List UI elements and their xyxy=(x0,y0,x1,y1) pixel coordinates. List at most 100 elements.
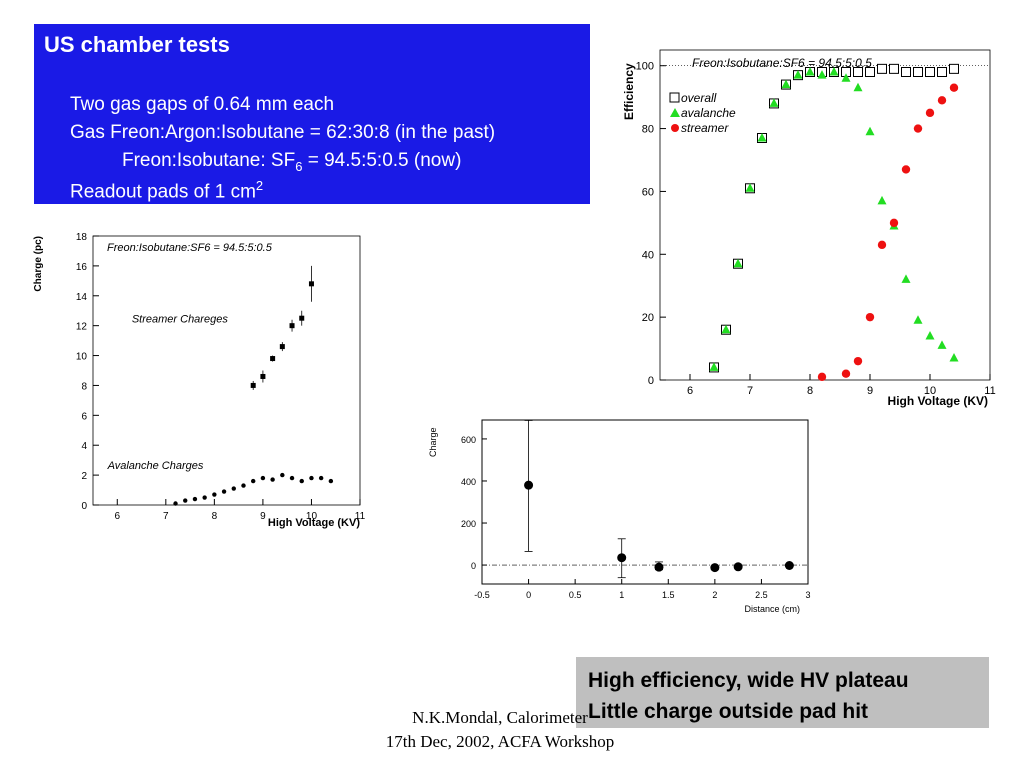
avalanche-efficiency-point xyxy=(769,98,779,107)
x-axis-label: High Voltage (KV) xyxy=(888,394,988,408)
y-tick-label: 60 xyxy=(642,186,654,198)
y-tick-label: 200 xyxy=(461,519,476,529)
streamer-efficiency-point xyxy=(937,96,947,105)
slide-title: US chamber tests xyxy=(44,32,230,57)
gas-now-subscript: 6 xyxy=(295,158,303,174)
gas-now-suffix: = 94.5:5:0.5 (now) xyxy=(302,150,462,171)
x-tick-label: 1.5 xyxy=(662,590,675,600)
avalanche-efficiency-point xyxy=(721,324,731,334)
y-tick-label: 80 xyxy=(642,124,654,136)
avalanche-efficiency-point xyxy=(745,183,755,192)
streamer-efficiency-point xyxy=(865,312,875,322)
avalanche-efficiency-point xyxy=(733,258,743,268)
y-tick-label: 14 xyxy=(76,292,88,303)
avalanche-charge-point xyxy=(280,472,285,478)
y-tick-label: 0 xyxy=(81,501,87,512)
avalanche-efficiency-point xyxy=(781,79,791,89)
footer-event: 17th Dec, 2002, ACFA Workshop xyxy=(385,732,615,751)
overall-efficiency-point xyxy=(913,67,923,77)
avalanche-charge-point xyxy=(299,478,304,484)
y-tick-label: 4 xyxy=(81,441,87,452)
avalanche-charge-point xyxy=(212,492,217,497)
avalanche-efficiency-point xyxy=(901,274,911,283)
avalanche-charge-point xyxy=(318,475,324,481)
charge-point xyxy=(524,480,534,490)
x-tick-label: 8 xyxy=(212,511,218,522)
legend-overall-marker xyxy=(669,92,680,103)
y-tick-label: 18 xyxy=(76,232,88,243)
avalanche-efficiency-point xyxy=(877,195,887,205)
overall-efficiency-point xyxy=(937,67,947,77)
x-tick-label: 9 xyxy=(867,385,873,397)
streamer-efficiency-point xyxy=(949,83,959,92)
avalanche-charge-point xyxy=(328,478,334,484)
y-tick-label: 2 xyxy=(81,471,87,482)
x-tick-label: 2.5 xyxy=(755,590,768,600)
legend-streamer-marker xyxy=(671,124,679,132)
y-tick-label: 600 xyxy=(461,435,476,445)
x-tick-label: 8 xyxy=(807,385,813,397)
y-tick-label: 0 xyxy=(648,375,654,387)
overall-efficiency-point xyxy=(901,67,911,77)
y-tick-label: 0 xyxy=(471,561,476,571)
plot-frame xyxy=(92,235,361,506)
overall-efficiency-point xyxy=(853,67,863,77)
avalanche-charge-point xyxy=(231,486,236,491)
gas-now-prefix: Freon:Isobutane: SF xyxy=(122,150,296,171)
charge-point xyxy=(784,560,794,570)
x-axis-label: Distance (cm) xyxy=(744,604,800,614)
x-tick-label: -0.5 xyxy=(474,590,490,600)
charge-vs-distance-chart: -0.5 0 0.5 1 1.5 2 2.5 3 0 200 400 600 Distance (cm)… xyxy=(428,419,811,614)
streamer-charge-point xyxy=(279,344,285,350)
streamer-charge-point xyxy=(250,382,256,388)
streamer-efficiency-point xyxy=(841,369,851,378)
y-tick-label: 8 xyxy=(81,381,87,392)
bullet-gas-now: Freon:Isobutane: SF6 = 94.5:5:0.5 (now) xyxy=(122,150,461,174)
x-tick-label: 7 xyxy=(163,511,169,522)
x-tick-label: 2 xyxy=(712,590,717,600)
legend-streamer-label: streamer xyxy=(681,121,729,135)
x-tick-label: 7 xyxy=(747,385,753,397)
avalanche-efficiency-point xyxy=(937,340,947,349)
streamer-charge-point xyxy=(308,281,314,287)
x-tick-label: 0 xyxy=(526,590,531,600)
plot-frame xyxy=(659,49,991,381)
summary-line-2: Little charge outside pad hit xyxy=(588,700,869,723)
avalanche-charge-point xyxy=(260,475,266,481)
x-axis-label: High Voltage (KV) xyxy=(268,517,360,529)
avalanche-charge-point xyxy=(241,483,246,488)
y-tick-label: 16 xyxy=(76,262,88,273)
avalanche-charge-point xyxy=(251,478,256,484)
charge-vs-hv-chart: 6 7 8 9 10 11 0 2 4 6 8 10 12 14 16 18 Freon:Isobutane:S… xyxy=(33,232,366,529)
y-tick-label: 10 xyxy=(76,352,88,363)
x-tick-label: 10 xyxy=(924,385,936,397)
x-tick-label: 9 xyxy=(260,511,266,522)
avalanche-efficiency-point xyxy=(853,82,863,92)
x-tick-label: 6 xyxy=(114,511,120,522)
overall-efficiency-point xyxy=(865,67,875,77)
annotation-streamer: Streamer Chareges xyxy=(132,314,228,326)
streamer-charge-point xyxy=(270,356,276,362)
chart-title: Freon:Isobutane:SF6 = 94.5:5:0.5 xyxy=(107,242,273,254)
x-tick-label: 10 xyxy=(306,511,318,522)
streamer-efficiency-point xyxy=(877,240,887,250)
avalanche-efficiency-point xyxy=(913,315,923,324)
overall-efficiency-point xyxy=(889,63,899,74)
x-tick-label: 0.5 xyxy=(569,590,582,600)
streamer-efficiency-point xyxy=(925,108,935,118)
summary-line-1: High efficiency, wide HV plateau xyxy=(588,669,909,692)
summary-box: High efficiency, wide HV plateau Little … xyxy=(576,657,989,728)
y-tick-label: 100 xyxy=(636,61,654,73)
readout-pads-superscript: 2 xyxy=(255,178,264,193)
y-tick-label: 20 xyxy=(642,312,654,324)
avalanche-charge-point xyxy=(221,489,227,494)
avalanche-charge-point xyxy=(192,496,198,502)
avalanche-efficiency-point xyxy=(841,73,851,82)
avalanche-charge-point xyxy=(309,475,314,481)
avalanche-efficiency-point xyxy=(793,70,803,79)
x-tick-label: 3 xyxy=(805,590,810,600)
charge-point xyxy=(654,562,664,572)
bullet-readout-pads: Readout pads of 1 cm2 xyxy=(70,178,263,203)
annotation-avalanche: Avalanche Charges xyxy=(107,460,204,472)
x-tick-label: 11 xyxy=(984,385,995,397)
